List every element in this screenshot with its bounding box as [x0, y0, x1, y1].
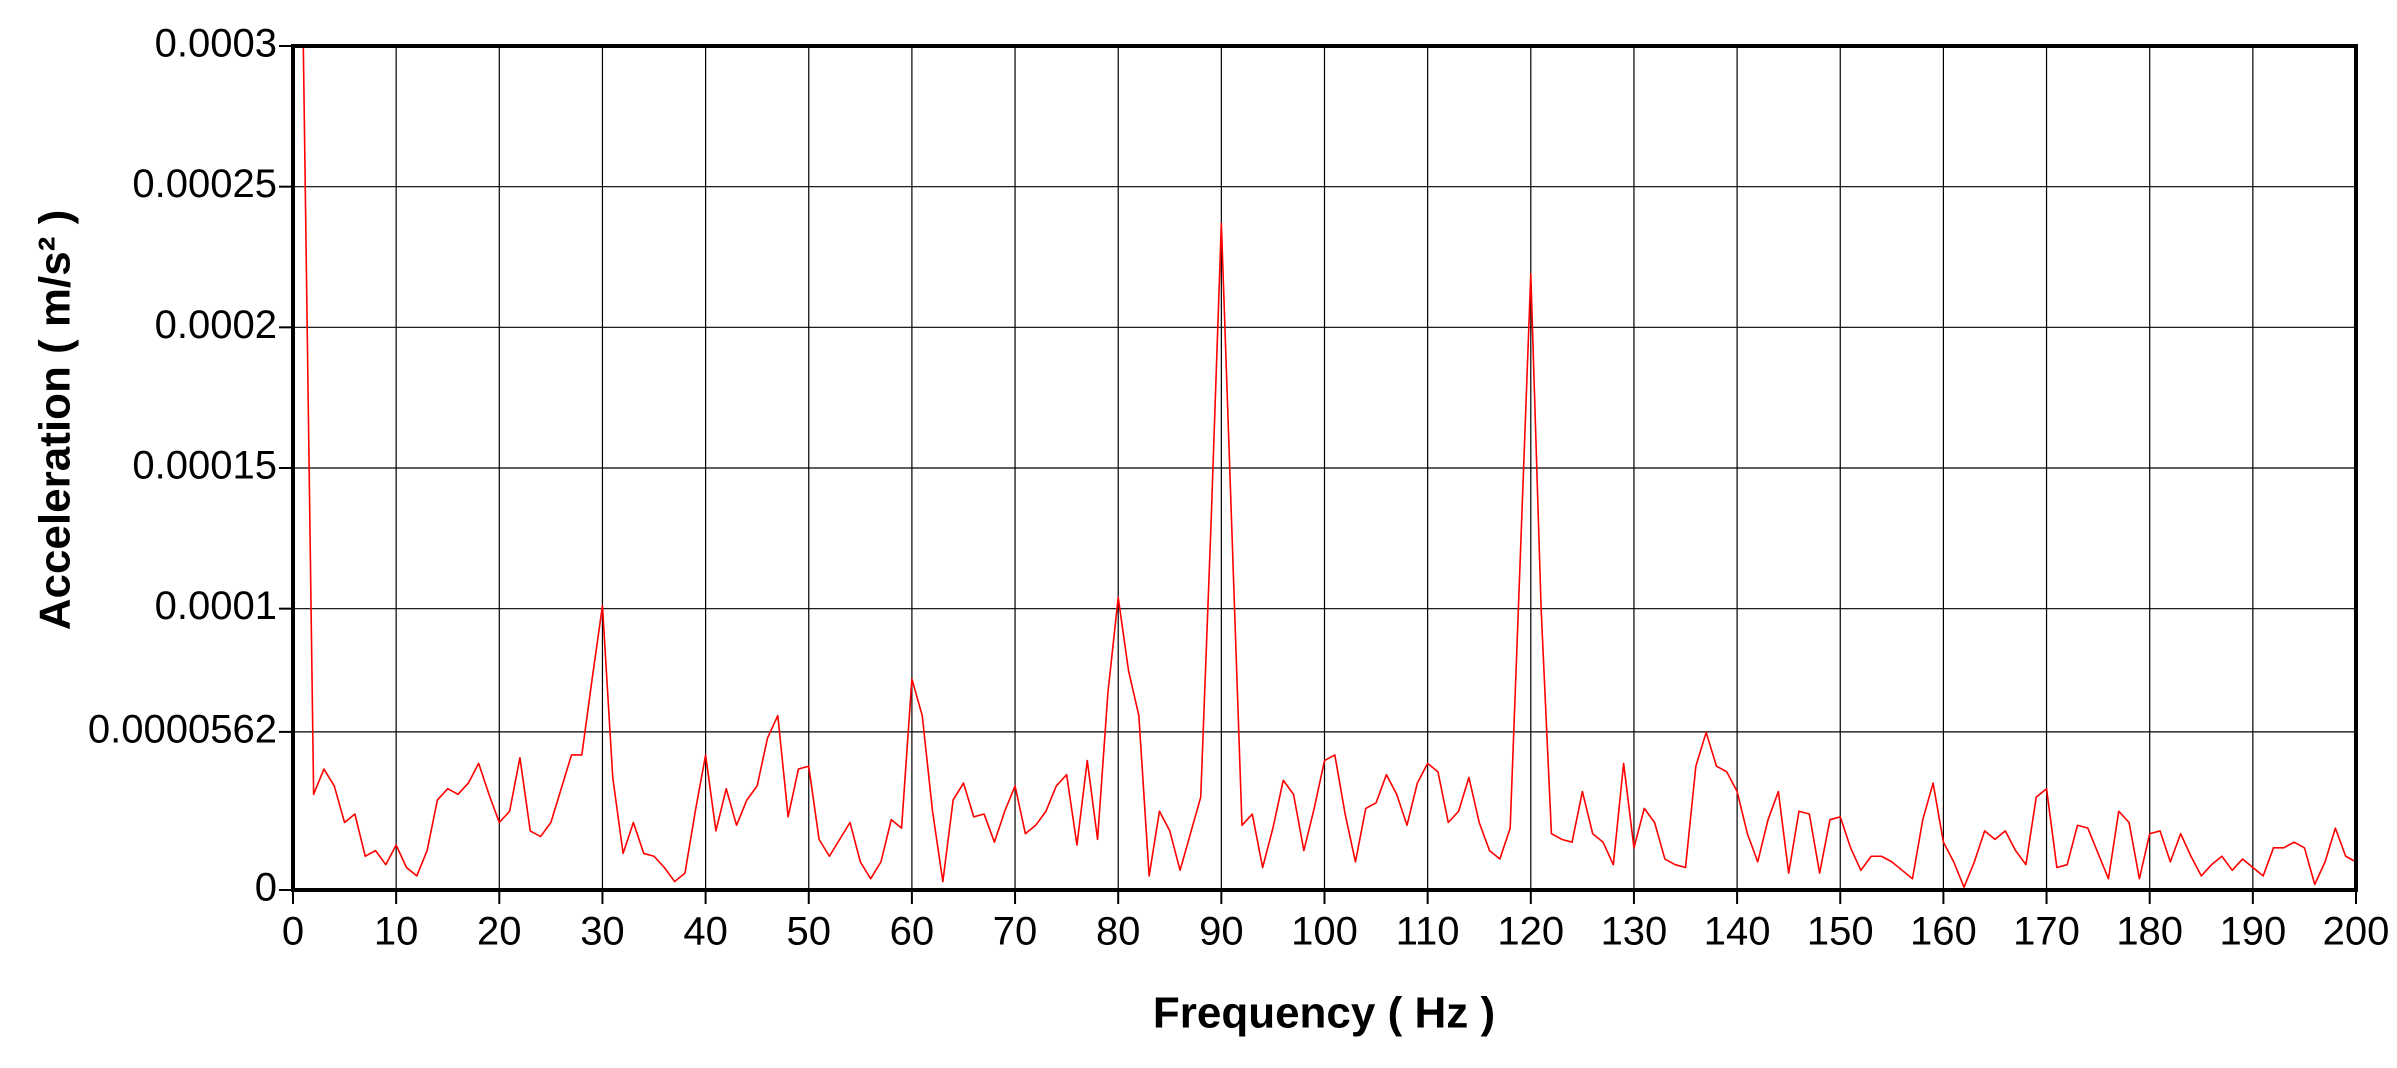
y-tick-label: 0.00025	[132, 162, 277, 206]
y-axis-title: Acceleration ( m/s² )	[31, 210, 80, 631]
x-tick-label: 90	[1199, 910, 1244, 954]
x-tick-label: 190	[2219, 910, 2286, 954]
x-tick-label: 0	[282, 910, 304, 954]
x-axis-title: Frequency ( Hz )	[1153, 989, 1495, 1038]
x-tick-label: 170	[2013, 910, 2080, 954]
y-tick-label: 0.00015	[132, 444, 277, 488]
x-tick-label: 30	[580, 910, 625, 954]
x-tick-label: 70	[993, 910, 1038, 954]
x-tick-label: 130	[1601, 910, 1668, 954]
y-tick-label: 0.0003	[155, 22, 277, 66]
plot-frame	[291, 44, 2358, 892]
x-tick-label: 140	[1704, 910, 1771, 954]
x-tick-label: 80	[1096, 910, 1141, 954]
y-tick-label: 0	[255, 866, 277, 910]
x-tick-label: 160	[1910, 910, 1977, 954]
data-line	[302, 45, 2357, 888]
x-tick-label: 20	[477, 910, 522, 954]
x-tick-label: 50	[787, 910, 832, 954]
y-tick-label: 0.0001	[155, 584, 277, 628]
x-tick-label: 40	[683, 910, 728, 954]
x-tick-label: 150	[1807, 910, 1874, 954]
x-tick-label: 10	[374, 910, 419, 954]
x-tick-label: 110	[1396, 910, 1460, 954]
x-tick-label: 60	[890, 910, 935, 954]
x-tick-label: 120	[1497, 910, 1564, 954]
y-tick-label: 0.0000562	[88, 707, 277, 751]
x-tick-label: 200	[2323, 910, 2390, 954]
y-tick-label: 0.0002	[155, 303, 277, 347]
x-tick-label: 100	[1291, 910, 1358, 954]
x-tick-label: 180	[2116, 910, 2183, 954]
